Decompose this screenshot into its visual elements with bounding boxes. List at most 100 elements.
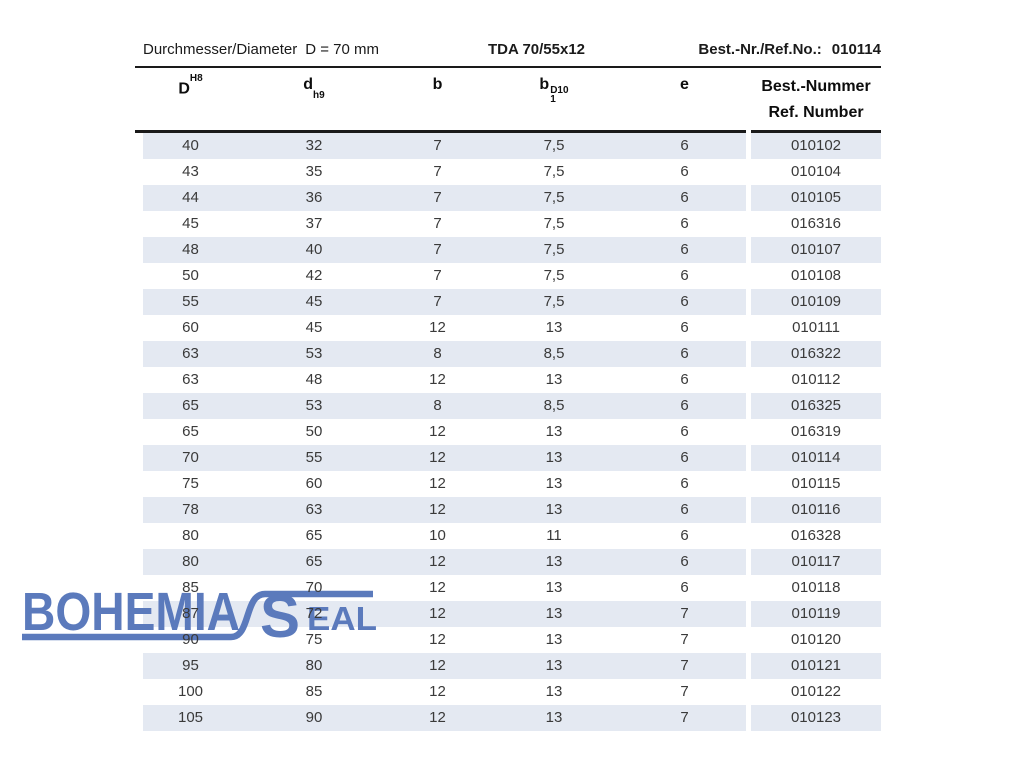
cell-value: 10 — [429, 527, 446, 544]
product-code: TDA 70/55x12 — [488, 41, 586, 58]
cell-value: 7 — [680, 709, 689, 726]
cell-value: 010109 — [790, 293, 842, 310]
cell-value: 13 — [545, 579, 563, 596]
table-cell-ref-number: 010119 — [751, 601, 881, 627]
table-cell-col-d-inner: 48 — [238, 367, 390, 393]
column-separator-gap — [746, 471, 751, 497]
cell-value: 6 — [680, 423, 689, 440]
table-cell-ref-number: 010115 — [751, 471, 881, 497]
table-row: 48 40 7 7,5 6 010107 — [143, 237, 881, 263]
column-tolerance-sub: h9 — [313, 90, 325, 102]
cell-value: 6 — [680, 501, 689, 518]
table-cell-col-d-inner: 75 — [238, 627, 390, 653]
table-cell-ref-number: 016325 — [751, 393, 881, 419]
row-main-section: 43 35 7 7,5 6 — [143, 159, 746, 185]
column-separator-gap — [746, 523, 751, 549]
cell-value: 35 — [305, 163, 323, 180]
table-cell-col-b: 12 — [390, 627, 485, 653]
table-cell-ref-number: 016322 — [751, 341, 881, 367]
cell-value: 010123 — [790, 709, 842, 726]
cell-value: 80 — [305, 657, 323, 674]
cell-value: 13 — [545, 709, 563, 726]
cell-value: 13 — [545, 605, 563, 622]
table-cell-ref-number: 010112 — [751, 367, 881, 393]
table-body: 40 32 7 7,5 6 010102 43 35 7 7,5 6 010104 44 36 7 7,5 6 0… — [143, 133, 881, 731]
table-row: 44 36 7 7,5 6 010105 — [143, 185, 881, 211]
table-cell-col-b1: 7,5 — [485, 289, 623, 315]
table-cell-col-d-outer: 90 — [143, 627, 238, 653]
cell-value: 010119 — [791, 605, 841, 622]
table-cell-ref-number: 010104 — [751, 159, 881, 185]
cell-value: 7,5 — [543, 267, 565, 284]
cell-value: 63 — [305, 501, 323, 518]
table-cell-col-d-outer: 63 — [143, 367, 238, 393]
row-ref-section: 010122 — [751, 679, 881, 705]
column-separator-gap — [746, 263, 751, 289]
table-cell-col-e: 6 — [623, 211, 746, 237]
cell-value: 55 — [305, 449, 323, 466]
cell-value: 010120 — [790, 631, 842, 648]
cell-value: 7,5 — [543, 189, 565, 206]
table-row: 50 42 7 7,5 6 010108 — [143, 263, 881, 289]
column-tolerance-sup: D10 — [550, 85, 569, 96]
cell-value: 6 — [680, 319, 689, 336]
cell-value: 78 — [182, 501, 199, 518]
cell-value: 7 — [433, 215, 442, 232]
cell-value: 12 — [429, 475, 446, 492]
table-cell-col-e: 7 — [623, 627, 746, 653]
table-cell-col-b: 7 — [390, 133, 485, 159]
table-cell-col-d-outer: 80 — [143, 549, 238, 575]
table-cell-col-d-inner: 55 — [238, 445, 390, 471]
table-cell-col-b1: 7,5 — [485, 185, 623, 211]
table-row: 55 45 7 7,5 6 010109 — [143, 289, 881, 315]
cell-value: 010104 — [790, 163, 842, 180]
row-ref-section: 016322 — [751, 341, 881, 367]
table-cell-col-b1: 7,5 — [485, 237, 623, 263]
cell-value: 60 — [182, 319, 199, 336]
column-separator-gap — [746, 601, 751, 627]
diameter-value: D = 70 mm — [305, 41, 379, 58]
cell-value: 55 — [182, 293, 199, 310]
table-cell-col-e: 6 — [623, 549, 746, 575]
table-cell-ref-number: 010105 — [751, 185, 881, 211]
cell-value: 7,5 — [543, 163, 565, 180]
cell-value: 010105 — [790, 189, 842, 206]
table-cell-ref-number: 010107 — [751, 237, 881, 263]
cell-value: 8,5 — [543, 397, 565, 414]
column-separator-gap — [746, 445, 751, 471]
row-ref-section: 010123 — [751, 705, 881, 731]
cell-value: 6 — [680, 189, 689, 206]
cell-value: 50 — [305, 423, 323, 440]
cell-value: 80 — [182, 553, 199, 570]
cell-value: 12 — [429, 319, 446, 336]
cell-value: 010121 — [790, 657, 842, 674]
cell-value: 016316 — [790, 215, 842, 232]
cell-value: 70 — [305, 579, 323, 596]
column-separator-gap — [746, 653, 751, 679]
table-cell-col-b: 7 — [390, 263, 485, 289]
cell-value: 12 — [429, 449, 446, 466]
cell-value: 010115 — [791, 475, 841, 492]
table-cell-col-d-inner: 53 — [238, 393, 390, 419]
table-row: 40 32 7 7,5 6 010102 — [143, 133, 881, 159]
row-ref-section: 010104 — [751, 159, 881, 185]
table-cell-col-d-inner: 60 — [238, 471, 390, 497]
cell-value: 37 — [305, 215, 323, 232]
header-divider-line-ref — [751, 130, 881, 133]
table-cell-col-e: 7 — [623, 679, 746, 705]
cell-value: 6 — [680, 371, 689, 388]
table-cell-col-e: 7 — [623, 653, 746, 679]
table-cell-col-d-outer: 75 — [143, 471, 238, 497]
cell-value: 60 — [305, 475, 323, 492]
table-cell-col-b1: 8,5 — [485, 341, 623, 367]
table-cell-col-d-outer: 48 — [143, 237, 238, 263]
table-cell-col-d-inner: 70 — [238, 575, 390, 601]
table-cell-col-d-outer: 63 — [143, 341, 238, 367]
cell-value: 70 — [182, 449, 199, 466]
table-cell-col-e: 6 — [623, 185, 746, 211]
cell-value: 95 — [182, 657, 199, 674]
table-cell-col-b: 7 — [390, 289, 485, 315]
cell-value: 7,5 — [543, 215, 565, 232]
cell-value: 6 — [680, 137, 689, 154]
table-cell-col-d-outer: 50 — [143, 263, 238, 289]
